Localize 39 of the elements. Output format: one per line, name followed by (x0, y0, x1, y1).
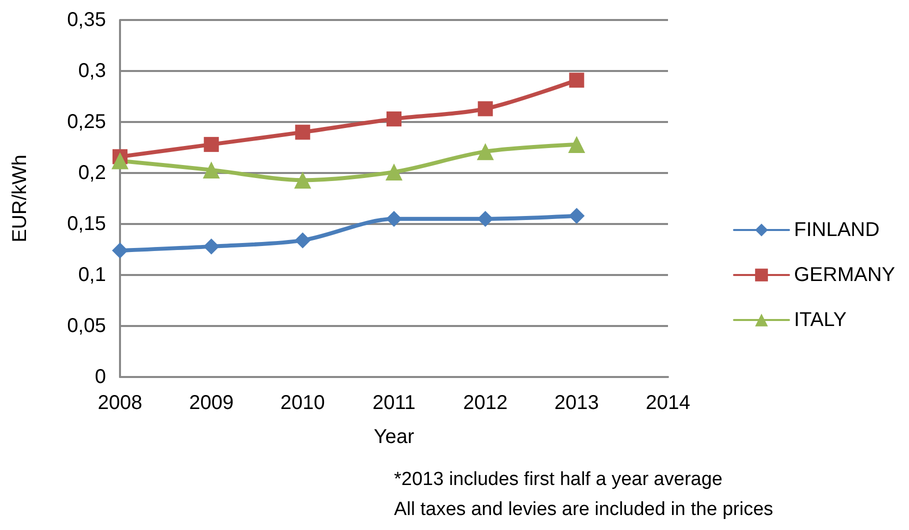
point (112, 242, 128, 259)
legend-label: ITALY (794, 309, 847, 331)
y-tick-label: 0,35 (67, 9, 106, 31)
x-tick-label: 2011 (372, 392, 416, 414)
point (569, 72, 584, 88)
x-tick-label: 2008 (98, 392, 142, 414)
point (386, 210, 402, 227)
point (386, 163, 402, 180)
point (476, 143, 494, 160)
x-tick-label: 2014 (646, 392, 690, 414)
y-tick-label: 0,2 (78, 162, 106, 184)
point (112, 152, 128, 170)
point (477, 210, 494, 227)
x-tick-label: 2013 (554, 392, 599, 414)
y-axis-title: EUR/kWh (9, 154, 31, 242)
point (568, 136, 586, 153)
text: All taxes and levies are included in the prices (394, 499, 774, 520)
point (202, 161, 220, 178)
x-tick-label: 2010 (280, 392, 325, 414)
x-tick-label: 2012 (463, 392, 508, 414)
legend-label: FINLAND (794, 219, 880, 241)
y-tick-label: 0,3 (78, 60, 106, 82)
point (568, 208, 585, 224)
point (203, 238, 220, 254)
y-tick-label: 0,25 (67, 111, 106, 133)
y-tick-label: 0,05 (67, 315, 106, 337)
legend-label: GERMANY (794, 264, 896, 286)
point (294, 172, 312, 189)
text: *2013 includes first half a year average (394, 469, 722, 490)
y-tick-label: 0 (94, 366, 106, 388)
point (478, 101, 493, 116)
point (386, 111, 402, 126)
point (204, 136, 219, 152)
y-tick-label: 0,15 (67, 213, 106, 235)
y-tick-label: 0,1 (78, 264, 106, 286)
x-tick-label: 2009 (189, 392, 234, 414)
point (295, 124, 310, 140)
x-axis-title: Year (374, 426, 415, 448)
point (294, 232, 311, 248)
